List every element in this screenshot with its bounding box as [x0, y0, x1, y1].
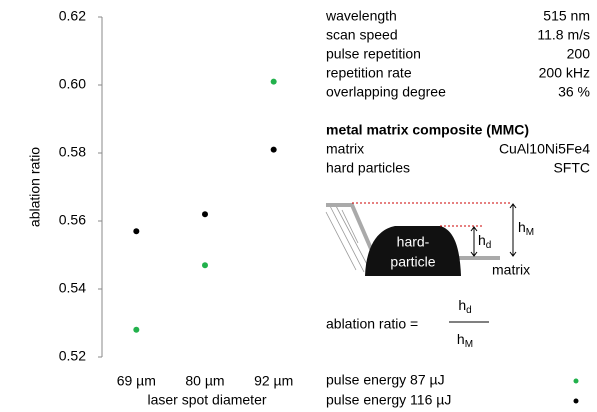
- parameter-table: wavelength 515 nm scan speed 11.8 m/s pulse …: [325, 8, 590, 100]
- matrix-label: matrix: [492, 262, 530, 278]
- material-title: metal matrix composite (MMC): [326, 122, 529, 138]
- parameter-name: repetition rate: [326, 65, 412, 81]
- material-value: SFTC: [553, 160, 590, 176]
- particle: [365, 226, 461, 276]
- parameter-value: 11.8 m/s: [537, 27, 590, 43]
- y-tick-label: 0.58: [59, 144, 86, 160]
- material-name: matrix: [326, 141, 364, 157]
- y-tick-label: 0.56: [59, 212, 86, 228]
- particle-label: hard-: [397, 234, 430, 250]
- diagram: hard- particle hd hM matrix: [325, 202, 534, 278]
- formula-label: ablation ratio =: [326, 316, 418, 332]
- y-tick-label: 0.52: [59, 348, 86, 364]
- point: [270, 78, 277, 85]
- point: [133, 228, 140, 235]
- parameter-value: 200 kHz: [539, 65, 590, 81]
- point: [202, 211, 208, 218]
- material-table: matrix CuAl10Ni5Fe4 hard particles SFTC: [326, 141, 590, 176]
- legend-marker: [573, 378, 579, 384]
- point: [202, 262, 208, 269]
- h-m-label: hM: [518, 219, 534, 238]
- hatching: [325, 205, 371, 273]
- y-tick-label: 0.60: [59, 76, 86, 92]
- parameter-name: overlapping degree: [326, 84, 446, 100]
- parameter-value: 515 nm: [543, 8, 590, 24]
- point: [270, 146, 277, 153]
- parameter-name: pulse repetition: [326, 46, 421, 62]
- parameter-name: scan speed: [326, 27, 398, 43]
- particle-label: particle: [390, 254, 435, 270]
- parameter-value: 200: [567, 46, 591, 62]
- legend-label: pulse energy 116 µJ: [326, 392, 451, 408]
- x-tick-label: 92 µm: [254, 373, 293, 389]
- material-value: CuAl10Ni5Fe4: [499, 141, 590, 157]
- legend-label: pulse energy 87 µJ: [326, 372, 445, 388]
- x-tick-label: 69 µm: [117, 373, 156, 389]
- parameter-value: 36 %: [558, 84, 590, 100]
- y-tick-label: 0.62: [59, 8, 86, 24]
- y-axis-title: ablation ratio: [27, 147, 43, 227]
- denominator: hM: [457, 331, 473, 350]
- parameter-name: wavelength: [325, 8, 397, 24]
- numerator: hd: [458, 297, 471, 316]
- y-tick-label: 0.54: [59, 280, 86, 296]
- material-name: hard particles: [326, 160, 410, 176]
- arrow-head: [470, 226, 478, 257]
- arrow-head: [509, 203, 517, 257]
- legend-marker: [573, 398, 579, 404]
- point: [133, 326, 140, 333]
- h-d-label: hd: [478, 232, 491, 251]
- x-axis-title: laser spot diameter: [147, 392, 266, 408]
- x-tick-label: 80 µm: [185, 373, 224, 389]
